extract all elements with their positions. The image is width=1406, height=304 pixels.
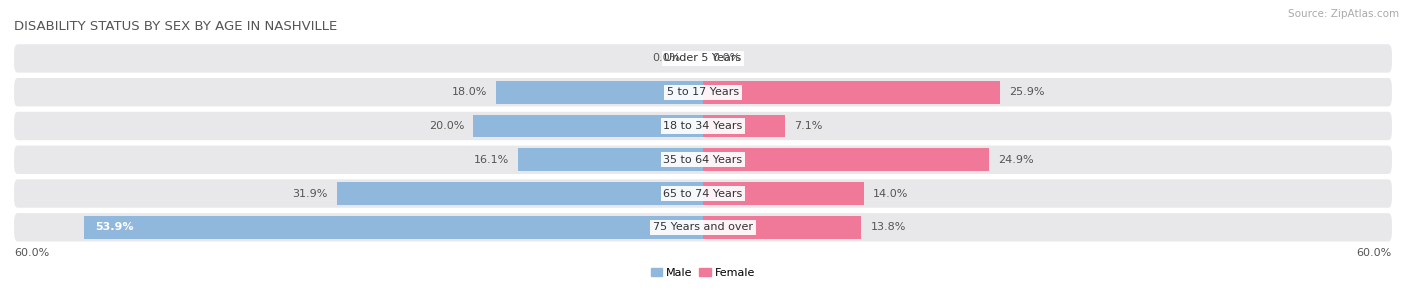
Bar bbox=[703, 115, 785, 137]
Text: 24.9%: 24.9% bbox=[998, 155, 1033, 165]
Text: 7.1%: 7.1% bbox=[794, 121, 823, 131]
Bar bbox=[703, 182, 863, 205]
Text: 20.0%: 20.0% bbox=[429, 121, 464, 131]
Text: 65 to 74 Years: 65 to 74 Years bbox=[664, 188, 742, 199]
FancyBboxPatch shape bbox=[14, 146, 1392, 174]
FancyBboxPatch shape bbox=[14, 112, 1392, 140]
Bar bbox=[703, 216, 862, 239]
Text: 25.9%: 25.9% bbox=[1010, 87, 1045, 97]
Text: 53.9%: 53.9% bbox=[96, 222, 134, 232]
Legend: Male, Female: Male, Female bbox=[647, 263, 759, 282]
Text: 16.1%: 16.1% bbox=[474, 155, 509, 165]
Text: 14.0%: 14.0% bbox=[873, 188, 908, 199]
Bar bbox=[519, 148, 703, 171]
Bar bbox=[703, 81, 1001, 104]
Text: 13.8%: 13.8% bbox=[870, 222, 905, 232]
Text: Under 5 Years: Under 5 Years bbox=[665, 54, 741, 64]
Text: DISABILITY STATUS BY SEX BY AGE IN NASHVILLE: DISABILITY STATUS BY SEX BY AGE IN NASHV… bbox=[14, 20, 337, 33]
Text: 5 to 17 Years: 5 to 17 Years bbox=[666, 87, 740, 97]
Bar bbox=[474, 115, 703, 137]
FancyBboxPatch shape bbox=[14, 179, 1392, 208]
Text: 60.0%: 60.0% bbox=[1357, 248, 1392, 258]
Text: 31.9%: 31.9% bbox=[292, 188, 328, 199]
Bar bbox=[703, 148, 988, 171]
FancyBboxPatch shape bbox=[14, 213, 1392, 241]
Text: 18 to 34 Years: 18 to 34 Years bbox=[664, 121, 742, 131]
Bar bbox=[336, 182, 703, 205]
Text: 18.0%: 18.0% bbox=[451, 87, 486, 97]
Text: 75 Years and over: 75 Years and over bbox=[652, 222, 754, 232]
Text: Source: ZipAtlas.com: Source: ZipAtlas.com bbox=[1288, 9, 1399, 19]
Text: 0.0%: 0.0% bbox=[652, 54, 681, 64]
Text: 0.0%: 0.0% bbox=[713, 54, 741, 64]
Bar bbox=[84, 216, 703, 239]
Bar bbox=[496, 81, 703, 104]
FancyBboxPatch shape bbox=[14, 44, 1392, 73]
Text: 60.0%: 60.0% bbox=[14, 248, 49, 258]
FancyBboxPatch shape bbox=[14, 78, 1392, 106]
Text: 35 to 64 Years: 35 to 64 Years bbox=[664, 155, 742, 165]
